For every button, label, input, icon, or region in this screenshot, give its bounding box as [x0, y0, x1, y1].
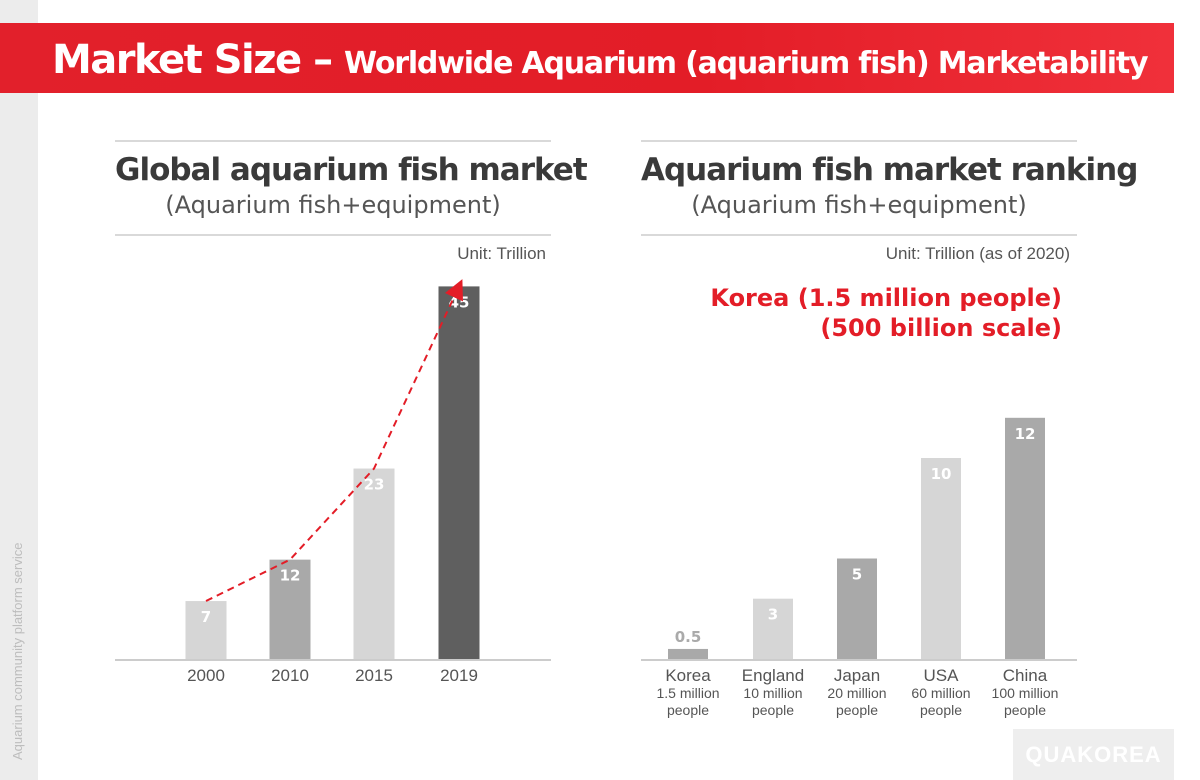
left-xtick-2000: 2000: [187, 666, 225, 685]
left-bar-2019: [438, 286, 480, 659]
right-xtick-England: England: [742, 666, 804, 685]
right-xtick-USA: USA: [924, 666, 960, 685]
right-bar-Japan: [837, 558, 877, 659]
right-value-label-Korea: 0.5: [675, 628, 702, 646]
page-title: Market Size – Worldwide Aquarium (aquari…: [52, 37, 1149, 83]
right-xtick-sub1-Korea: 1.5 million: [656, 685, 719, 701]
left-unit-label: Unit: Trillion: [457, 244, 546, 263]
right-bar-China: [1005, 417, 1045, 659]
side-strip: [0, 0, 38, 780]
right-bar-Korea: [668, 648, 708, 659]
page-title-main: Market Size –: [52, 37, 345, 83]
left-xtick-2010: 2010: [271, 666, 309, 685]
left-xtick-2019: 2019: [440, 666, 478, 685]
right-value-label-Japan: 5: [852, 566, 862, 584]
right-xtick-China: China: [1003, 666, 1048, 685]
left-bar-2015: [353, 468, 395, 659]
korea-note-line1: Korea (1.5 million people): [710, 284, 1062, 312]
right-xtick-Japan: Japan: [834, 666, 880, 685]
header-banner: Market Size – Worldwide Aquarium (aquari…: [0, 23, 1174, 93]
left-value-label-2000: 7: [201, 608, 211, 626]
right-xtick-sub2-USA: people: [920, 702, 962, 718]
right-xtick-sub2-China: people: [1004, 702, 1046, 718]
left-value-label-2015: 23: [364, 476, 385, 494]
left-xtick-2015: 2015: [355, 666, 393, 685]
page-title-sub: Worldwide Aquarium (aquarium fish) Marke…: [344, 46, 1149, 81]
left-bar-2010: [269, 559, 311, 659]
left-value-label-2010: 12: [280, 567, 301, 585]
left-top-rule: [115, 140, 551, 142]
left-chart-title: Global aquarium fish market: [115, 152, 588, 188]
right-xtick-Korea: Korea: [665, 666, 711, 685]
right-top-rule: [641, 140, 1077, 142]
right-value-label-China: 12: [1015, 425, 1036, 443]
right-value-label-USA: 10: [931, 465, 952, 483]
korea-note: Korea (1.5 million people) (500 billion …: [710, 283, 1062, 343]
left-mid-rule: [115, 234, 551, 236]
right-chart-title: Aquarium fish market ranking: [641, 152, 1138, 188]
right-xtick-sub1-England: 10 million: [743, 685, 802, 701]
left-chart-subtitle: (Aquarium fish+equipment): [165, 191, 501, 219]
right-bar-USA: [921, 458, 961, 659]
right-xtick-sub2-England: people: [752, 702, 794, 718]
right-xtick-sub1-Japan: 20 million: [827, 685, 886, 701]
right-mid-rule: [641, 234, 1077, 236]
right-xtick-sub2-Japan: people: [836, 702, 878, 718]
trend-arrow-line: [205, 279, 463, 602]
right-xtick-sub2-Korea: people: [667, 702, 709, 718]
right-xtick-sub1-China: 100 million: [992, 685, 1059, 701]
korea-note-line2: (500 billion scale): [820, 314, 1062, 342]
right-xtick-sub1-USA: 60 million: [911, 685, 970, 701]
right-unit-label: Unit: Trillion (as of 2020): [885, 244, 1070, 263]
right-chart-subtitle: (Aquarium fish+equipment): [691, 191, 1027, 219]
right-value-label-England: 3: [768, 606, 778, 624]
right-bar-England: [753, 598, 793, 659]
left-bar-2000: [185, 601, 227, 659]
brand-logo: QUAKOREA: [1013, 729, 1174, 780]
